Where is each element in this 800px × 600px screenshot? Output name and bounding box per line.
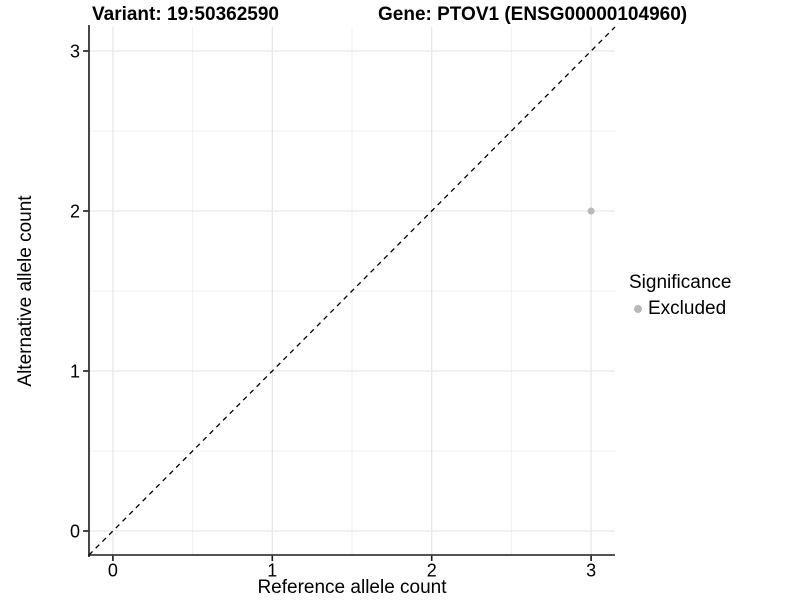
grid-major-lines [89, 27, 615, 555]
legend-item-label: Excluded [648, 298, 727, 319]
legend-item-excluded: Excluded [629, 298, 731, 320]
y-tick-label: 0 [70, 522, 80, 542]
x-tick-label: 2 [427, 561, 437, 581]
legend: Significance Excluded [629, 272, 731, 320]
legend-title: Significance [629, 272, 732, 293]
x-tick-label: 3 [586, 561, 596, 581]
y-tick-label: 1 [70, 362, 80, 382]
y-axis-title: Alternative allele count [15, 195, 36, 387]
plot-title-variant: Variant: 19:50362590 [92, 4, 279, 25]
plot-title-gene: Gene: PTOV1 (ENSG00000104960) [378, 4, 688, 25]
data-point [587, 207, 595, 215]
axis-tick-marks [83, 50, 592, 561]
identity-line [88, 26, 616, 556]
axis-lines [88, 25, 615, 557]
x-tick-label: 1 [267, 561, 277, 581]
x-tick-label: 0 [108, 561, 118, 581]
y-tick-label: 3 [70, 42, 80, 62]
axis-tick-labels: 0 1 2 3 0 1 2 3 [70, 42, 596, 581]
identity-dashed-line [88, 26, 616, 556]
data-points [587, 207, 595, 215]
y-tick-label: 2 [70, 202, 80, 222]
legend-point-icon [634, 305, 642, 313]
x-axis-title: Reference allele count [257, 577, 447, 598]
